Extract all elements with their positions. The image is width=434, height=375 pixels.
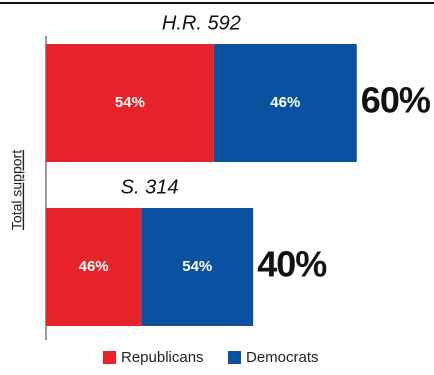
total-label: 60% (361, 80, 431, 121)
segment-label: 46% (270, 94, 300, 111)
segment-label: 46% (79, 258, 109, 275)
legend-swatch (103, 351, 116, 364)
legend-label: Republicans (121, 349, 204, 366)
category-label: S. 314 (121, 176, 179, 198)
segment-label: 54% (182, 258, 212, 275)
bar-segment (46, 44, 214, 162)
bar-segment (46, 208, 142, 326)
legend-swatch (228, 351, 241, 364)
legend-label: Democrats (246, 349, 319, 366)
bar-segment (141, 208, 254, 326)
segment-label: 54% (115, 94, 145, 111)
y-axis-label: Total support (9, 150, 25, 230)
bar-segment (213, 44, 357, 162)
category-label: H.R. 592 (162, 12, 241, 34)
total-label: 40% (257, 244, 327, 285)
